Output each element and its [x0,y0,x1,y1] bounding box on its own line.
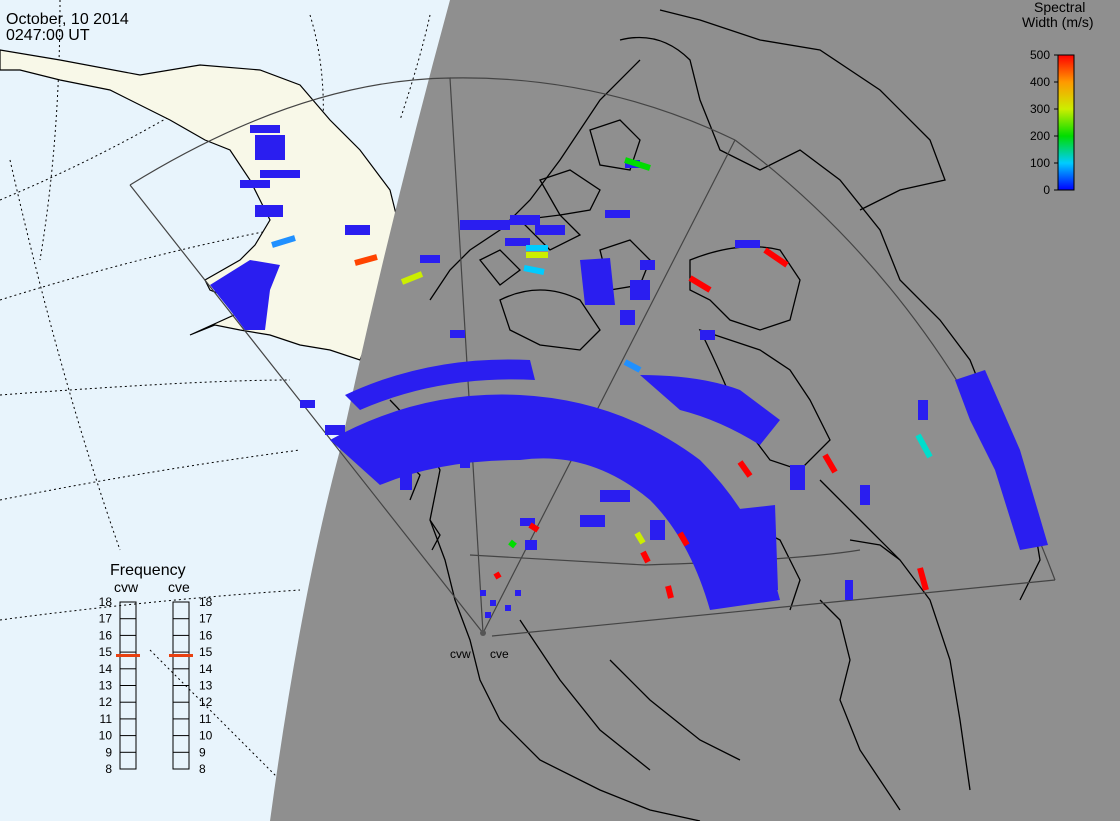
frequency-tick-label: 12 [99,695,113,709]
frequency-tick-label: 14 [199,662,213,676]
header-date: October, 10 2014 [6,11,129,28]
radar-site-cvw-label: cvw [450,647,471,661]
colorbar-tick-label: 300 [1030,102,1050,116]
frequency-ladders: 18 17 16 15 14 13 12 11 10 9 8 18 17 16 15 14 13 12 11 10 9 8 [99,595,213,776]
frequency-tick-label: 18 [99,595,113,609]
frequency-tick-label: 11 [100,712,113,726]
radar-sites: cvw cve [450,630,509,661]
frequency-tick-label: 9 [105,745,112,759]
frequency-radar-cve: cve [168,579,190,595]
colorbar: Spectral Width (m/s) 500 400 300 200 100 0 [1022,0,1094,197]
colorbar-tick-label: 400 [1030,75,1050,89]
frequency-tick-label: 16 [99,628,113,642]
frequency-tick-label: 16 [199,628,213,642]
frequency-panel: Frequency cvw cve 1817161514131211109818… [99,562,213,776]
colorbar-gradient [1057,54,1075,191]
frequency-tick-label: 15 [99,645,113,659]
frequency-tick-label: 18 [199,595,213,609]
frequency-tick-label: 10 [99,729,113,743]
frequency-tick-label: 15 [199,645,213,659]
frequency-tick-label: 14 [99,662,113,676]
frequency-tick-label: 17 [199,612,213,626]
colorbar-title-line2: Width (m/s) [1022,14,1094,30]
colorbar-tick-label: 100 [1030,156,1050,170]
frequency-radar-cvw: cvw [114,579,139,595]
colorbar-tick-label: 200 [1030,129,1050,143]
frequency-tick-label: 13 [99,679,113,693]
frequency-tick-label: 9 [199,745,206,759]
radar-echoes [210,125,1048,618]
radar-echoes-high [271,157,933,599]
colorbar-title-line1: Spectral [1034,0,1085,15]
frequency-tick-label: 10 [199,729,213,743]
colorbar-ticks: 500 400 300 200 100 0 [1030,48,1058,197]
colorbar-tick-label: 500 [1030,48,1050,62]
frequency-tick-label: 17 [99,612,113,626]
frequency-title: Frequency [110,562,186,579]
frequency-tick-label: 12 [199,695,213,709]
frequency-tick-label: 8 [105,762,112,776]
frequency-tick-label: 8 [199,762,206,776]
alaska-land [0,49,401,361]
header-time: 0247:00 UT [6,27,90,44]
radar-site-cve-label: cve [490,647,509,661]
frequency-tick-label: 11 [199,712,212,726]
frequency-tick-label: 13 [199,679,213,693]
colorbar-tick-label: 0 [1043,183,1050,197]
radar-site-cvw-marker [480,630,486,636]
